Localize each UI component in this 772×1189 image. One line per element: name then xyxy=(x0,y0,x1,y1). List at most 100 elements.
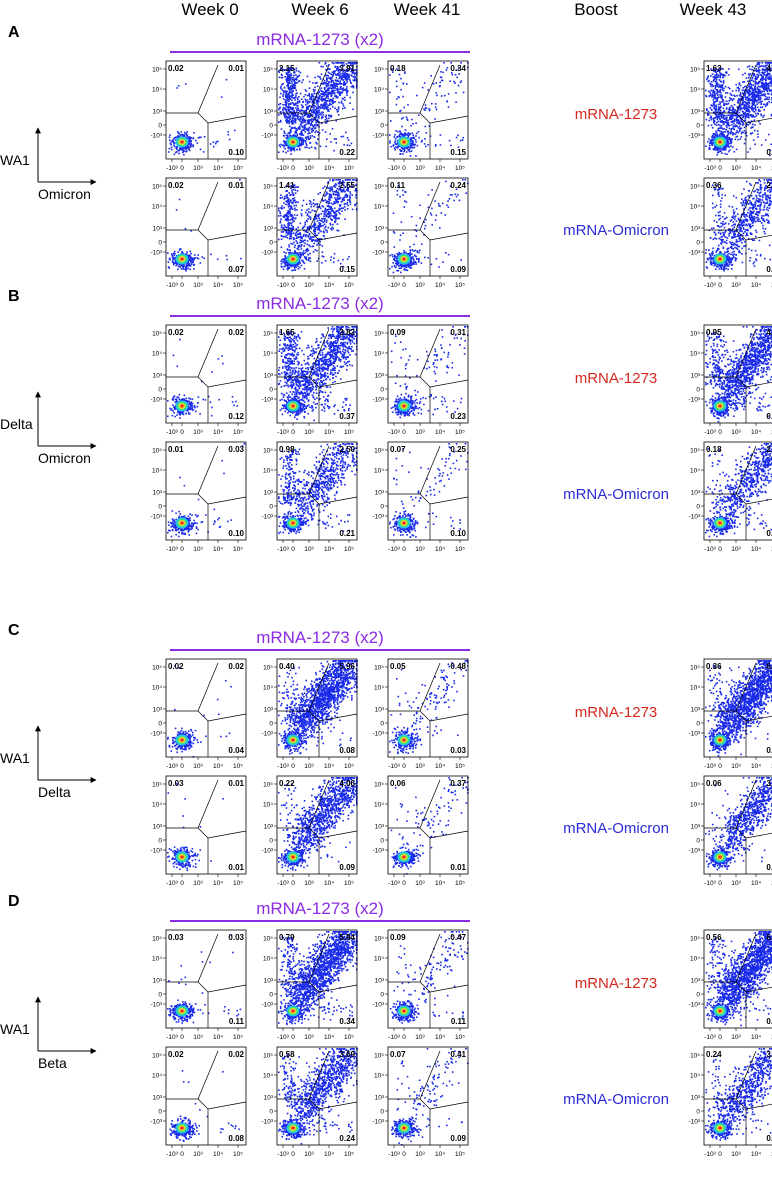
event-dot xyxy=(288,110,291,113)
event-dot xyxy=(713,70,715,73)
event-dot xyxy=(413,137,416,140)
event-dot xyxy=(705,94,707,97)
event-dot xyxy=(439,85,441,87)
event-dot xyxy=(284,140,286,143)
event-dot xyxy=(717,123,720,126)
event-dot xyxy=(338,88,341,91)
event-dot xyxy=(312,199,315,201)
event-dot xyxy=(719,106,722,109)
event-dot xyxy=(330,256,333,258)
event-dot xyxy=(295,95,297,97)
event-dot xyxy=(749,82,751,84)
event-dot xyxy=(333,201,336,203)
event-dot xyxy=(285,119,287,122)
event-dot xyxy=(344,73,347,76)
event-dot xyxy=(342,98,344,100)
event-dot xyxy=(327,88,329,90)
event-dot xyxy=(326,65,328,67)
event-dot xyxy=(313,111,316,113)
event-dot xyxy=(225,78,228,81)
event-dot xyxy=(325,116,327,118)
event-dot xyxy=(345,73,348,75)
event-dot xyxy=(307,208,310,210)
event-dot xyxy=(185,147,188,150)
event-dot xyxy=(729,108,731,111)
event-dot xyxy=(318,121,320,123)
event-dot xyxy=(714,123,716,126)
event-dot xyxy=(228,138,231,141)
event-dot xyxy=(321,199,324,202)
event-dot xyxy=(293,115,296,117)
event-dot xyxy=(720,121,723,123)
event-dot xyxy=(748,101,751,103)
event-dot xyxy=(313,242,316,245)
event-dot xyxy=(331,101,333,103)
event-dot xyxy=(325,107,327,109)
event-dot xyxy=(743,81,746,83)
event-dot xyxy=(328,196,330,198)
event-dot xyxy=(280,224,283,227)
event-dot xyxy=(320,97,323,99)
event-dot xyxy=(706,76,709,78)
event-dot xyxy=(300,144,302,146)
event-dot xyxy=(745,102,748,105)
event-dot xyxy=(401,147,403,150)
event-dot xyxy=(177,132,180,134)
event-dot xyxy=(340,83,343,85)
event-dot xyxy=(302,110,305,112)
event-dot xyxy=(318,223,321,226)
event-dot xyxy=(317,232,320,234)
event-dot xyxy=(736,122,738,124)
event-dot xyxy=(729,132,732,134)
event-dot xyxy=(736,129,739,132)
event-dot xyxy=(731,110,734,112)
event-dot xyxy=(311,121,313,123)
event-dot xyxy=(769,85,771,87)
event-dot xyxy=(293,79,295,82)
event-dot xyxy=(187,259,190,262)
event-dot xyxy=(723,118,725,120)
event-dot xyxy=(307,137,310,139)
event-dot xyxy=(747,101,750,104)
event-dot xyxy=(330,98,333,101)
y-tick-label: 10⁵ xyxy=(374,67,384,74)
event-dot xyxy=(718,108,720,110)
event-dot xyxy=(283,69,285,71)
event-dot xyxy=(711,73,714,75)
event-dot xyxy=(299,239,302,241)
event-dot xyxy=(185,146,187,148)
event-dot xyxy=(763,87,765,90)
event-dot xyxy=(318,132,321,134)
event-dot xyxy=(294,199,296,201)
event-dot xyxy=(170,148,173,151)
event-dot xyxy=(283,216,286,218)
event-dot xyxy=(315,214,317,216)
event-dot xyxy=(758,69,760,71)
quadrant-lower-right-value: 0.15 xyxy=(450,148,466,157)
event-dot xyxy=(354,63,356,65)
event-dot xyxy=(751,95,754,97)
event-dot xyxy=(730,116,733,118)
event-dot xyxy=(290,73,292,75)
event-dot xyxy=(313,221,316,223)
event-dot xyxy=(305,219,308,222)
event-dot xyxy=(429,135,432,137)
event-dot xyxy=(190,263,193,265)
event-dot xyxy=(332,101,334,103)
event-dot xyxy=(727,74,730,76)
event-dot xyxy=(389,134,391,136)
event-dot xyxy=(328,110,330,112)
event-dot xyxy=(719,124,721,127)
event-dot xyxy=(291,96,294,99)
event-dot xyxy=(318,228,320,231)
event-dot xyxy=(347,65,349,67)
event-dot xyxy=(299,120,301,122)
event-dot xyxy=(306,228,309,230)
event-dot xyxy=(722,107,725,110)
event-dot xyxy=(733,122,735,125)
event-dot xyxy=(747,120,750,123)
event-dot xyxy=(747,124,749,126)
event-dot xyxy=(727,124,730,126)
event-dot xyxy=(343,203,346,206)
event-dot xyxy=(300,248,303,250)
